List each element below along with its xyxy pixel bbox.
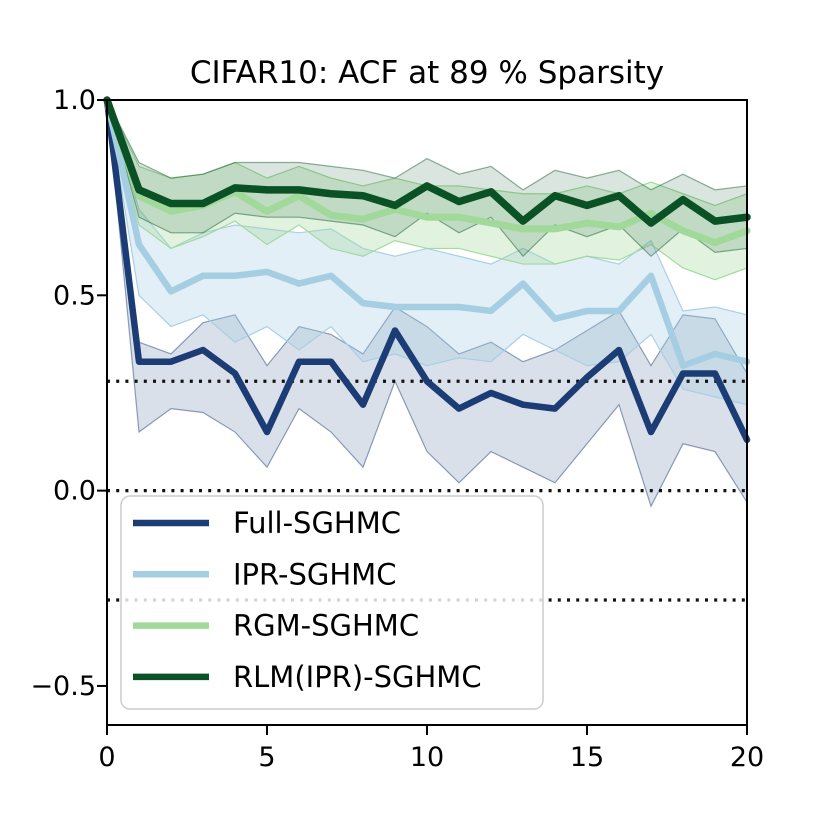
- series-line-full-sghmc: [103, 96, 751, 444]
- x-tick-label-15: 15: [570, 742, 604, 773]
- axes: [97, 99, 748, 735]
- x-tick-label-0: 0: [98, 742, 115, 773]
- x-tick-label-20: 20: [730, 742, 764, 773]
- y-tick-label-0: 0.0: [53, 476, 96, 507]
- legend-item-rgm-sghmc: RGM-SGHMC: [133, 609, 419, 643]
- x-tick-label-5: 5: [258, 742, 275, 773]
- legend-item-full-sghmc: Full-SGHMC: [133, 506, 401, 540]
- legend-box: [120, 495, 544, 710]
- confidence-bands: [106, 99, 748, 508]
- x-tick-label-10: 10: [410, 742, 444, 773]
- y-tick-label-1: 1.0: [53, 85, 96, 116]
- legend: Full-SGHMC IPR-SGHMC RGM-SGHMC RLM(IPR)-SGH…: [120, 495, 544, 710]
- series-line-ipr-sghmc: [103, 96, 751, 369]
- legend-label-ipr-sghmc: IPR-SGHMC: [233, 557, 396, 591]
- series-lines: [103, 96, 751, 444]
- y-tick-label--0.5: −0.5: [30, 671, 96, 702]
- chart-title: CIFAR10: ACF at 89 % Sparsity: [190, 55, 664, 91]
- legend-item-rlm-ipr-sghmc: RLM(IPR)-SGHMC: [133, 660, 482, 694]
- legend-item-ipr-sghmc: IPR-SGHMC: [133, 557, 396, 591]
- legend-label-rlm-ipr-sghmc: RLM(IPR)-SGHMC: [233, 660, 482, 694]
- series-line-rlm-ipr-sghmc: [103, 96, 751, 227]
- tick-labels: 0 5 10 15 20 1.0 0.5 0.0 −0.5: [30, 85, 764, 773]
- y-tick-label-0.5: 0.5: [53, 280, 96, 311]
- legend-label-rgm-sghmc: RGM-SGHMC: [233, 609, 419, 643]
- legend-label-full-sghmc: Full-SGHMC: [233, 506, 401, 540]
